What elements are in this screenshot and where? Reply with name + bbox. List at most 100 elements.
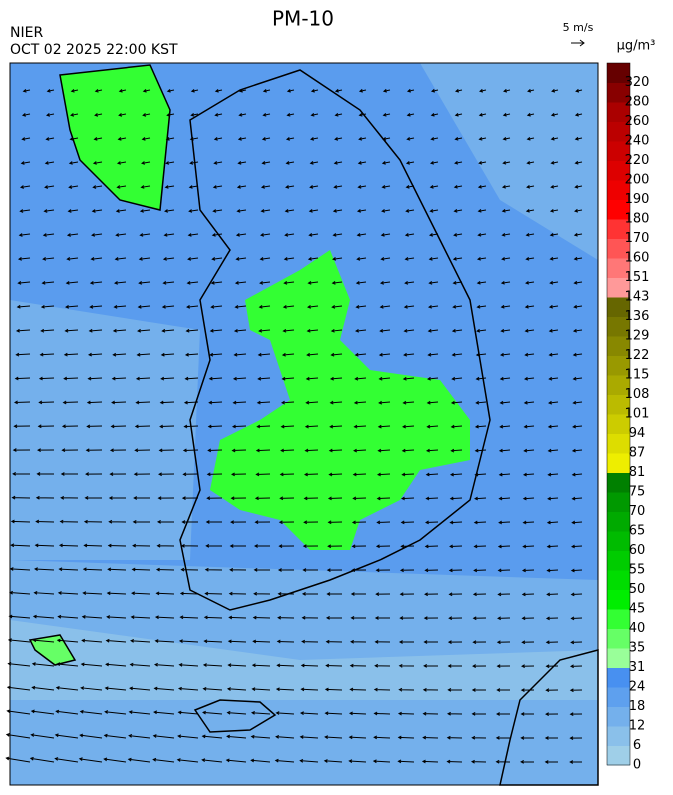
wind-arrow (452, 280, 463, 285)
wind-arrow (379, 328, 391, 333)
wind-arrow (375, 544, 391, 549)
wind-arrow (86, 424, 103, 429)
wind-arrow (107, 567, 127, 572)
wind-arrow (304, 448, 319, 453)
wind-arrow (328, 472, 343, 477)
wind-arrow (351, 544, 367, 549)
wind-arrow (423, 616, 439, 620)
wind-arrow (135, 376, 151, 381)
wind-arrow (277, 568, 295, 572)
wind-arrow (399, 592, 415, 597)
wind-arrow (501, 232, 511, 237)
wind-arrow (354, 352, 367, 357)
colorbar-segment (607, 82, 630, 103)
wind-arrow (349, 687, 367, 692)
wind-arrow (549, 208, 559, 213)
wind-arrow (141, 137, 151, 141)
wind-arrow (33, 590, 55, 595)
wind-arrow (127, 757, 151, 763)
wind-arrow (85, 472, 103, 476)
wind-arrow (521, 664, 535, 669)
wind-arrow (118, 113, 127, 117)
wind-arrow (447, 640, 463, 644)
datetime: OCT 02 2025 22:00 KST (10, 42, 178, 58)
wind-arrow (471, 688, 487, 692)
wind-arrow (547, 472, 559, 477)
wind-arrow (153, 710, 175, 715)
wind-arrow (448, 616, 463, 621)
wind-arrow (375, 592, 391, 596)
wind-arrow (92, 185, 103, 189)
wind-arrow (94, 88, 103, 93)
wind-arrow (330, 352, 343, 357)
wind-arrow (38, 400, 55, 405)
wind-arrow (154, 615, 175, 620)
wind-arrow (498, 496, 511, 501)
wind-arrow (232, 376, 247, 381)
wind-arrow (232, 400, 247, 405)
wind-arrow (260, 233, 271, 237)
wind-arrow (352, 472, 367, 477)
wind-arrow (571, 520, 583, 525)
colorbar-segment (607, 199, 630, 220)
colorbar-segment (607, 609, 630, 629)
wind-arrow (425, 520, 439, 525)
colorbar-label: 320 (625, 75, 650, 90)
wind-arrow (422, 735, 439, 740)
wind-arrow (546, 544, 559, 549)
wind-arrow (201, 734, 223, 739)
wind-arrow (402, 400, 415, 405)
wind-arrow (550, 184, 559, 189)
wind-arrow (520, 688, 535, 692)
colorbar: 0 6 12 18 24 31 35 40 45 50 55 60 65 70 75 81 87 94 101 108… (606, 62, 650, 773)
wind-arrow (323, 759, 343, 763)
wind-arrow (132, 543, 151, 548)
colorbar-segment (607, 219, 630, 239)
colorbar-label: 170 (625, 231, 650, 246)
wind-arrow (477, 232, 487, 237)
wind-arrow (58, 543, 79, 548)
wind-arrow (428, 256, 439, 261)
wind-arrow (209, 328, 223, 333)
colorbar-segment (607, 336, 630, 356)
wind-arrow (45, 137, 55, 141)
colorbar-label: 55 (629, 563, 646, 578)
wind-arrow (550, 112, 559, 117)
wind-arrow (88, 352, 103, 357)
wind-arrow (281, 376, 295, 381)
colorbar-segment (607, 355, 630, 376)
wind-arrow (284, 233, 295, 237)
wind-arrow (253, 591, 271, 596)
wind-arrow (452, 256, 463, 261)
wind-arrow (280, 424, 295, 429)
wind-arrow (454, 136, 463, 141)
wind-arrow (155, 591, 175, 596)
wind-arrow (308, 209, 319, 213)
wind-arrow (350, 616, 367, 620)
unit: µg/m³ (617, 39, 656, 54)
wind-arrow (255, 472, 271, 477)
wind-arrow (472, 664, 487, 668)
wind-arrow (134, 424, 151, 429)
wind-arrow (527, 88, 535, 93)
wind-arrow (453, 232, 463, 237)
wind-arrow (454, 88, 463, 93)
wind-arrow (306, 328, 319, 333)
wind-arrow (430, 136, 439, 141)
wind-arrow (32, 614, 55, 619)
wind-arrow (61, 448, 79, 453)
wind-arrow (202, 686, 223, 691)
wind-arrow (546, 568, 559, 573)
wind-arrow (188, 185, 199, 189)
wind-arrow (238, 88, 247, 93)
wind-arrow (203, 615, 223, 620)
wind-arrow (210, 281, 223, 285)
wind-arrow (205, 544, 223, 548)
wind-arrow (403, 352, 415, 357)
wind-scale-arrow (571, 39, 585, 47)
wind-arrow (299, 758, 319, 763)
colorbar-label: 81 (629, 465, 646, 480)
wind-arrow (570, 568, 583, 573)
wind-arrow (282, 304, 295, 309)
wind-arrow (203, 639, 223, 644)
